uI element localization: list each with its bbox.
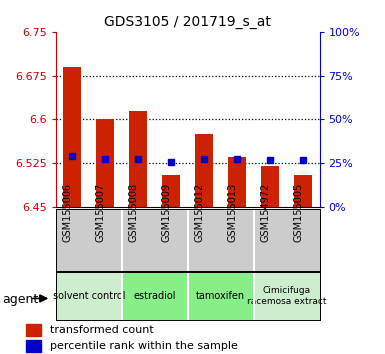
Title: GDS3105 / 201719_s_at: GDS3105 / 201719_s_at [104,16,271,29]
Text: GSM155007: GSM155007 [95,182,105,241]
Text: GSM155009: GSM155009 [161,182,171,241]
Text: GSM155013: GSM155013 [227,182,237,241]
Text: estradiol: estradiol [134,291,176,301]
Bar [96,120,114,207]
Text: percentile rank within the sample: percentile rank within the sample [50,341,238,352]
Text: transformed count: transformed count [50,325,154,336]
Text: GSM155005: GSM155005 [293,182,303,241]
Text: GSM154972: GSM154972 [260,182,270,241]
Bar [188,272,254,320]
Bar [129,111,147,207]
Bar [122,272,188,320]
Text: GSM155006: GSM155006 [62,182,72,241]
Text: GSM155012: GSM155012 [194,182,204,241]
Bar [228,158,246,207]
Text: solvent control: solvent control [52,291,125,301]
Bar [261,166,279,207]
Bar [63,67,81,207]
Bar [56,272,122,320]
Text: GSM155008: GSM155008 [128,182,138,241]
Bar [26,324,42,336]
Bar [26,340,42,353]
Text: agent: agent [2,293,38,306]
Bar [162,175,180,207]
Text: tamoxifen: tamoxifen [196,291,245,301]
Text: Cimicifuga
racemosa extract: Cimicifuga racemosa extract [247,286,326,306]
Bar [254,272,320,320]
Bar [294,175,312,207]
Bar [195,134,213,207]
